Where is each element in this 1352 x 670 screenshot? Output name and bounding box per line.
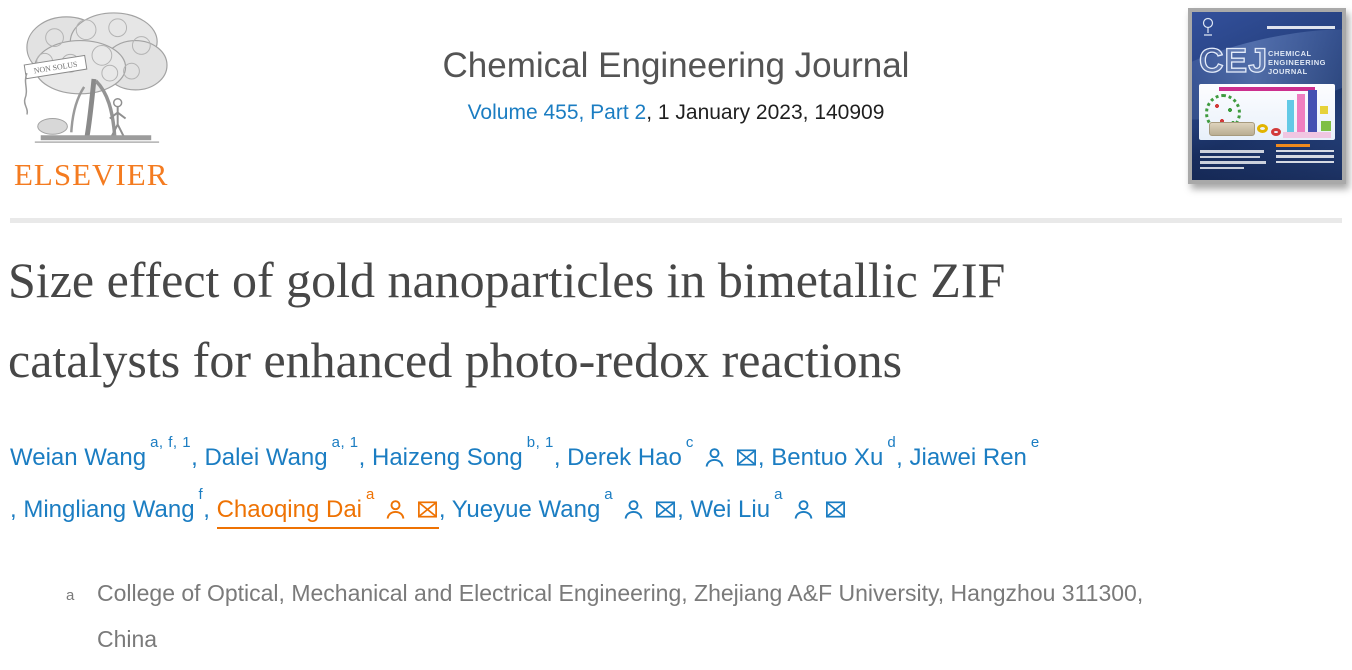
journal-header: Chemical Engineering Journal Volume 455,…	[220, 46, 1132, 125]
envelope-icon[interactable]	[654, 496, 677, 523]
cover-issue-text	[1267, 26, 1335, 29]
envelope-icon[interactable]	[416, 496, 439, 523]
author-link[interactable]: Haizeng Songb, 1	[372, 435, 554, 471]
author-affiliation-sup: c	[685, 434, 694, 451]
author-name: Weian Wang	[10, 444, 147, 471]
envelope-icon[interactable]	[824, 496, 847, 523]
author-separator: ,	[358, 444, 372, 471]
author-separator: ,	[203, 496, 217, 523]
journal-cover-thumbnail[interactable]: CEJ CHEMICAL ENGINEERING JOURNAL	[1188, 8, 1346, 184]
author-affiliation-sup: a, 1	[331, 434, 359, 451]
volume-issue-link[interactable]: Volume 455, Part 2	[467, 101, 647, 124]
elsevier-tree-icon: NON SOLUS	[23, 12, 168, 143]
issue-date-info: , 1 January 2023, 140909	[646, 101, 885, 124]
affiliation: a College of Optical, Mechanical and Elec…	[0, 570, 1340, 662]
cover-journal-abbrev: CEJ	[1198, 42, 1269, 80]
author-link[interactable]: Weian Wanga, f, 1	[10, 435, 191, 471]
author-name: Dalei Wang	[204, 444, 328, 471]
person-icon[interactable]	[384, 496, 407, 523]
elsevier-logo[interactable]: NON SOLUS ELSEVIER	[14, 8, 178, 193]
author-separator: ,	[191, 444, 205, 471]
affiliation-list: a College of Optical, Mechanical and Elec…	[0, 570, 1340, 662]
author-affiliation-sup: e	[1030, 434, 1040, 451]
journal-title-link[interactable]: Chemical Engineering Journal	[442, 46, 910, 85]
affiliation-line: College of Optical, Mechanical and Elect…	[97, 580, 1144, 606]
volume-issue-line: Volume 455, Part 2, 1 January 2023, 1409…	[220, 101, 1132, 125]
author-separator: ,	[757, 444, 772, 471]
cover-featured-article-text	[1276, 144, 1334, 166]
person-icon[interactable]	[622, 496, 645, 523]
elsevier-wordmark: ELSEVIER	[14, 157, 169, 192]
author-separator: ,	[438, 496, 452, 523]
author-link[interactable]: Yueyue Wanga	[451, 487, 677, 523]
author-link[interactable]: Mingliang Wangf	[23, 487, 203, 523]
author-list: Weian Wanga, f, 1, Dalei Wanga, 1, Haize…	[10, 432, 1040, 536]
author-affiliation-sup: b, 1	[526, 434, 554, 451]
author-name: Jiawei Ren	[909, 444, 1027, 471]
author-affiliation-sup: d	[887, 434, 897, 451]
author-separator: ,	[896, 444, 910, 471]
author-name: Chaoqing Dai	[216, 496, 362, 523]
author-name: Haizeng Song	[372, 444, 523, 471]
author-link[interactable]: Dalei Wanga, 1	[204, 435, 358, 471]
cover-journal-name: CHEMICAL ENGINEERING JOURNAL	[1268, 49, 1327, 76]
affiliation-label: a	[66, 587, 75, 604]
author-separator: ,	[677, 496, 691, 523]
author-name: Derek Hao	[567, 444, 682, 471]
cover-graphical-abstract	[1199, 84, 1335, 140]
author-line-1: Weian Wanga, f, 1, Dalei Wanga, 1, Haize…	[10, 432, 1040, 484]
author-separator: ,	[10, 496, 24, 523]
author-line-2: , Mingliang Wangf, Chaoqing Daia, Yueyue…	[10, 484, 1040, 536]
person-icon[interactable]	[703, 444, 726, 471]
affiliation-label: b	[66, 665, 74, 670]
envelope-icon[interactable]	[735, 444, 758, 471]
cover-elsevier-mark	[1200, 17, 1216, 42]
affiliation-text: College of Optical, Mechanical and Elect…	[97, 570, 1340, 662]
author-name: Wei Liu	[690, 496, 771, 523]
cover-editors-text	[1200, 150, 1266, 172]
person-icon[interactable]	[792, 496, 815, 523]
author-affiliation-sup: a	[366, 486, 375, 503]
header-divider	[10, 218, 1342, 223]
author-link[interactable]: Wei Liua	[690, 487, 847, 523]
author-name: Yueyue Wang	[451, 496, 601, 523]
author-affiliation-sup: a, f, 1	[150, 434, 192, 451]
author-link[interactable]: Derek Haoc	[567, 435, 758, 471]
author-affiliation-sup: a	[774, 486, 783, 503]
author-link[interactable]: Chaoqing Daia	[216, 487, 439, 529]
author-name: Mingliang Wang	[23, 496, 195, 523]
author-name: Bentuo Xu	[771, 444, 884, 471]
affiliation-line: China	[97, 626, 158, 652]
author-separator: ,	[553, 444, 568, 471]
article-title: Size effect of gold nanoparticles in bim…	[8, 252, 1006, 388]
author-link[interactable]: Bentuo Xud	[771, 435, 896, 471]
author-affiliation-sup: f	[198, 486, 204, 503]
author-link[interactable]: Jiawei Rene	[909, 435, 1040, 471]
author-affiliation-sup: a	[604, 486, 614, 503]
